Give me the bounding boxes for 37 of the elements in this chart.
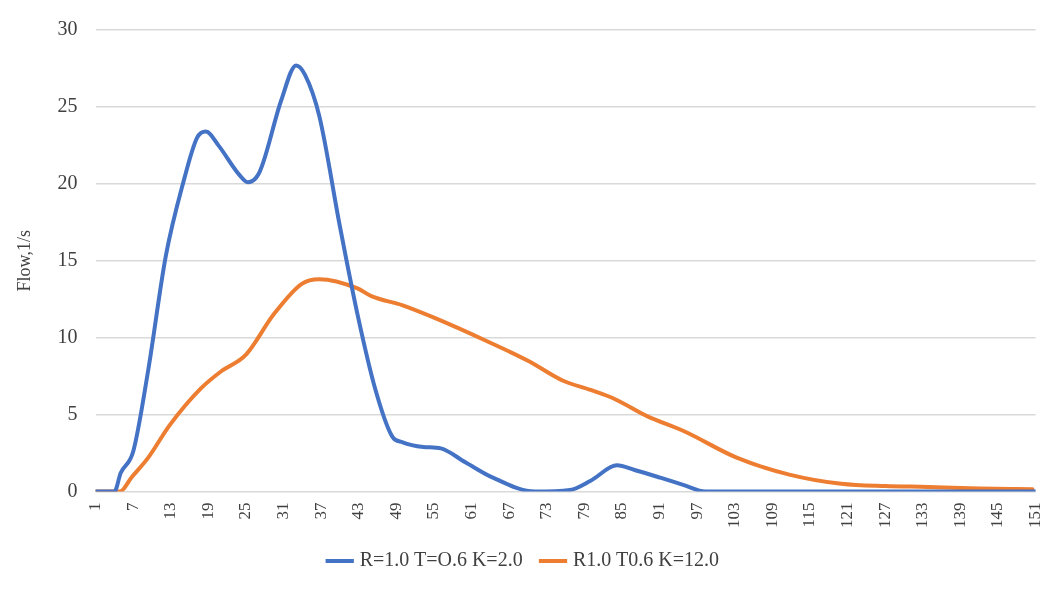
x-tick-label: 73 [536,502,556,520]
x-tick-label: 109 [761,502,781,528]
x-tick-label: 79 [573,502,593,520]
y-tick-label: 15 [57,248,78,270]
x-tick-label: 91 [649,502,669,520]
y-axis-title: Flow,1/s [13,230,34,292]
x-tick-label: 7 [122,502,142,511]
line-series [95,63,1036,492]
x-tick-label: 31 [273,502,293,520]
y-tick-label: 0 [67,478,78,501]
x-tick-label: 43 [348,502,368,520]
x-tick-label: 19 [197,502,217,520]
y-tick-label: 25 [57,94,78,117]
x-tick-label: 145 [987,502,1007,528]
x-tick-label: 151 [1025,502,1045,528]
x-tick-label: 139 [949,502,969,528]
x-tick-label: 37 [310,502,330,520]
x-tick-label: 97 [686,502,706,520]
x-tick-label: 25 [235,502,255,520]
x-tick-label: 121 [837,502,857,528]
x-tick-label: 127 [874,502,894,528]
x-tick-label: 61 [461,502,481,520]
y-tick-label: 30 [57,17,78,40]
x-tick-label: 13 [160,502,180,520]
x-tick-label: 85 [611,502,631,520]
y-tick-label: 5 [67,401,78,424]
y-tick-label: 10 [57,324,78,347]
y-tick-label: 20 [57,171,78,194]
legend-label: R=1.0 T=O.6 K=2.0 [359,548,523,571]
x-tick-label: 1 [85,502,105,511]
x-tick-label: 115 [799,502,819,528]
x-tick-label: 133 [912,502,932,528]
x-tick-label: 55 [423,502,443,520]
x-tick-label: 103 [724,502,744,528]
legend-label: R1.0 T0.6 K=12.0 [573,548,719,571]
x-tick-label: 49 [385,502,405,520]
x-tick-label: 67 [498,502,518,520]
